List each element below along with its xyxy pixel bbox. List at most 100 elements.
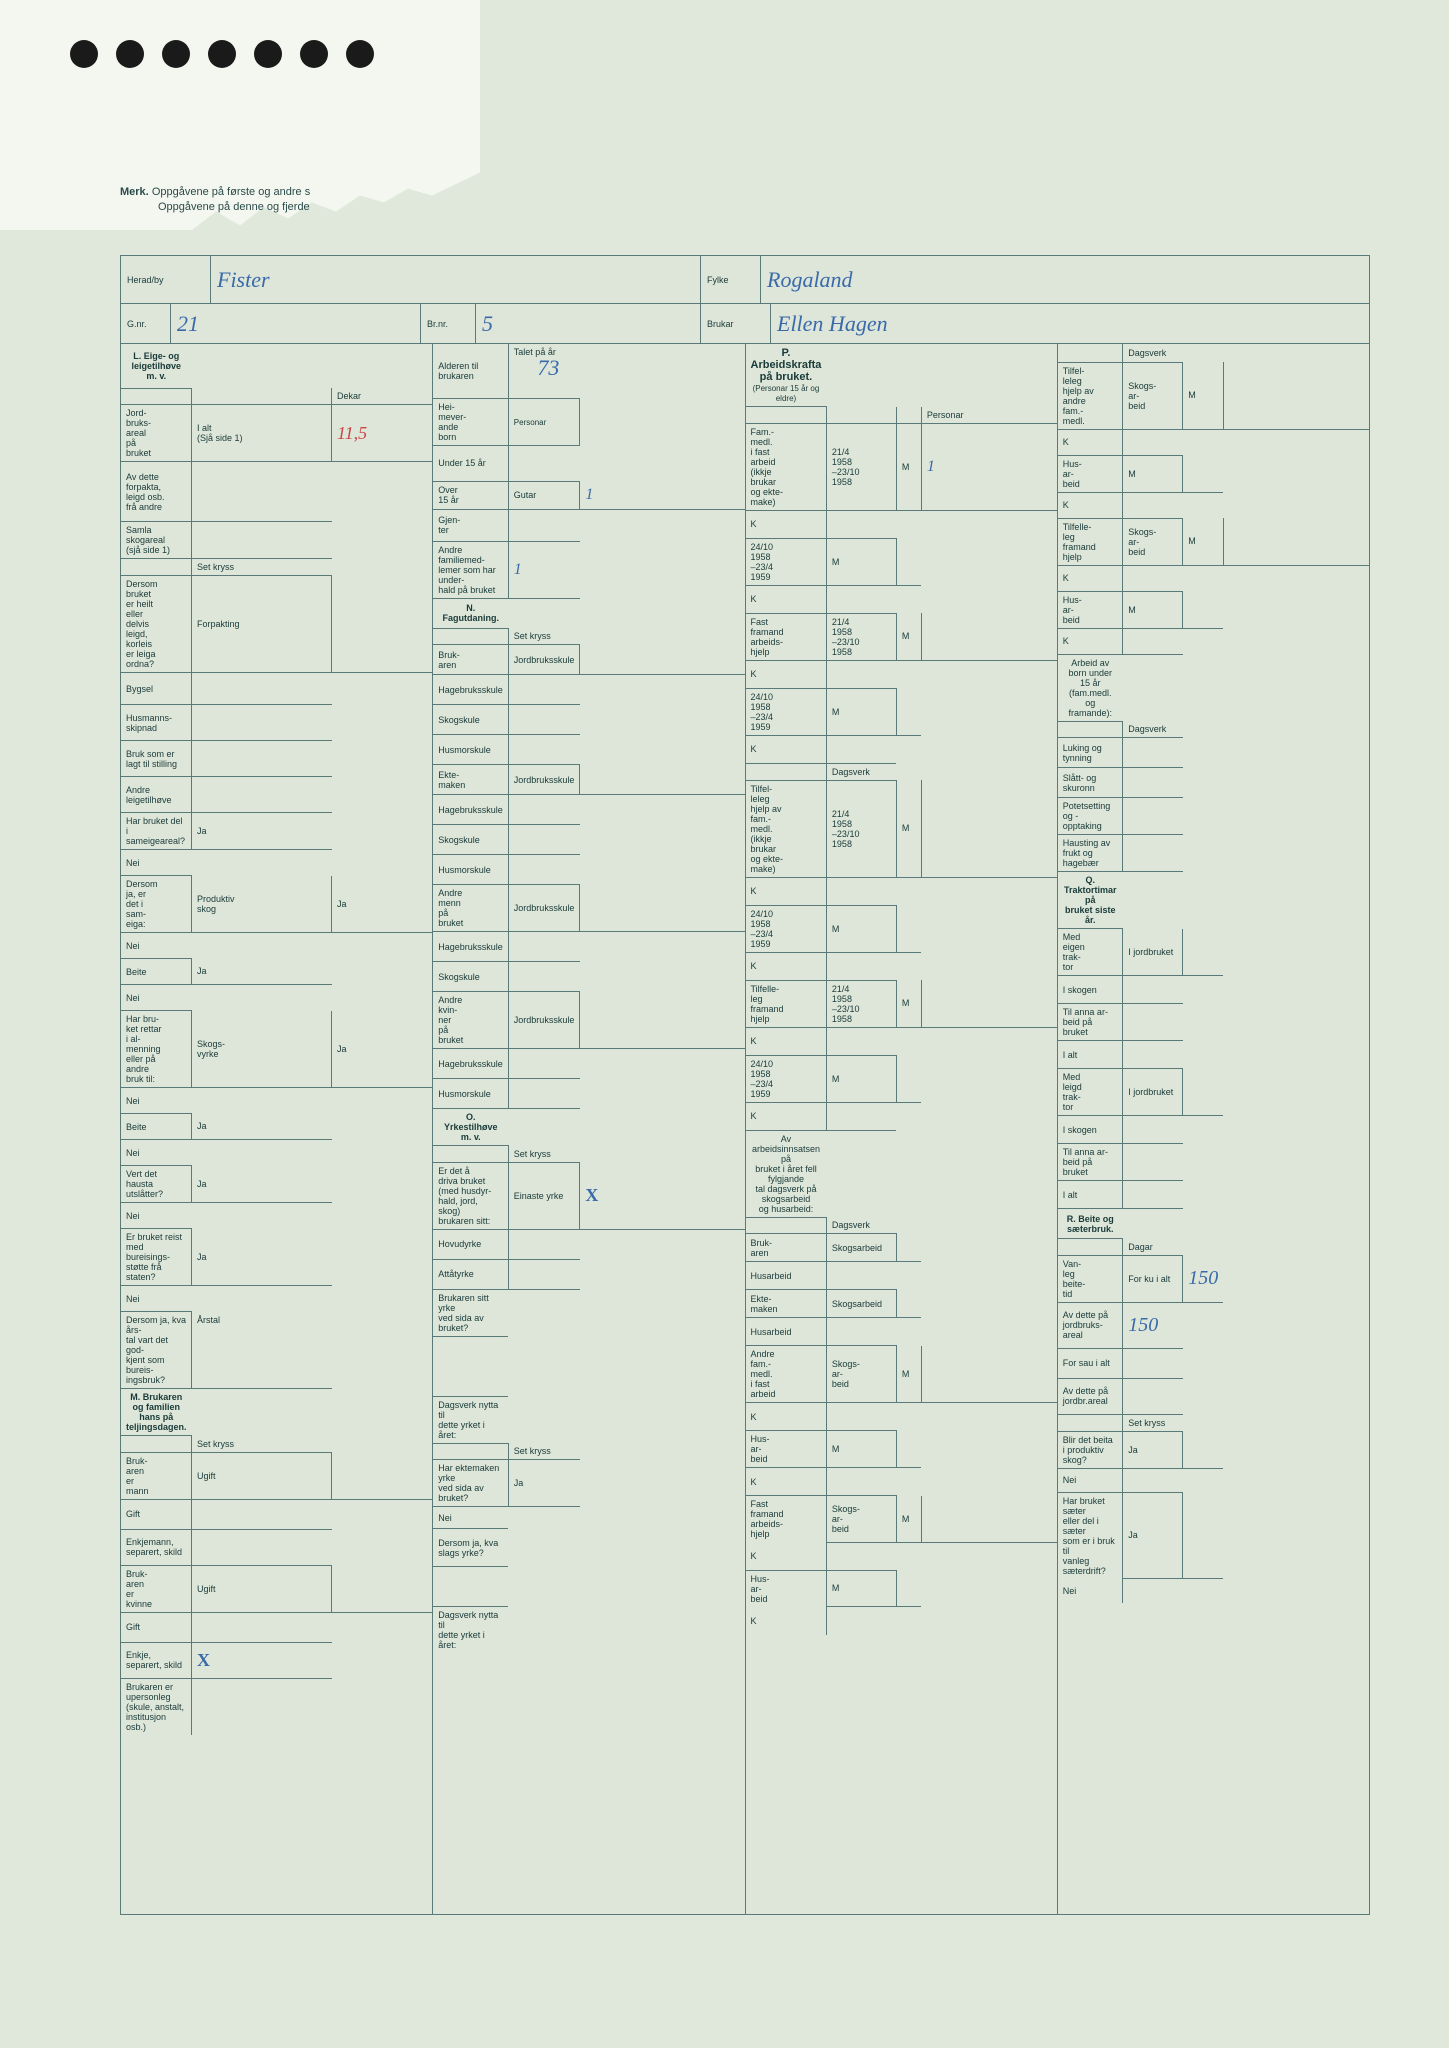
ja-3: Ja <box>192 959 332 985</box>
q-jord1: I jordbruket <box>1123 929 1183 976</box>
setkryss-1: Set kryss <box>192 559 332 576</box>
p-hus1: Husarbeid <box>746 1262 827 1290</box>
n-hage-1: Hagebruksskule <box>433 675 508 705</box>
c4-dagsverk2: Dagsverk <box>1123 721 1183 738</box>
p-fastfr2: Fast framand arbeids- hjelp <box>746 1496 827 1543</box>
L-title: L. Eige- og leigetilhøve m. v. <box>121 344 192 388</box>
c4-slatt: Slått- og skuronn <box>1058 768 1123 798</box>
nei-5: Nei <box>121 1140 192 1166</box>
r-avjordbr: Av dette på jordbr.areal <box>1058 1378 1123 1414</box>
n-hage-4: Hagebruksskule <box>433 1049 508 1079</box>
r-ja1: Ja <box>1123 1431 1183 1468</box>
p-fastframand: Fast framand arbeids- hjelp <box>746 613 827 660</box>
n-ekte: Ekte- maken <box>433 765 508 795</box>
p-m2: M <box>826 538 896 585</box>
c4-dagsverk: Dagsverk <box>1123 344 1183 362</box>
samla-label: Samla skogareal (sjå side 1) <box>121 522 192 559</box>
n-skog-2: Skogskule <box>433 825 508 855</box>
prodskog: Produktiv skog <box>192 876 332 933</box>
c4-k4: K <box>1058 628 1123 654</box>
r-saeter: Har bruket sæter eller del i sæter som e… <box>1058 1492 1123 1579</box>
o-dersomja: Dersom ja, kva slags yrke? <box>433 1529 508 1567</box>
p-d2: 24/10 1958 –23/4 1959 <box>746 538 827 585</box>
p-m11: M <box>896 1496 921 1543</box>
q-ialt1: I alt <box>1058 1041 1123 1069</box>
N-title: N. Fagutdaning. <box>433 598 508 628</box>
enkjem: Enkjemann, separert, skild <box>121 1529 192 1565</box>
r-nei1: Nei <box>1058 1468 1123 1492</box>
c4-potet: Potetsetting og -opptaking <box>1058 798 1123 835</box>
p-andrefam: Andre fam.- medl. i fast arbeid <box>746 1346 827 1403</box>
c4-hausting: Hausting av frukt og hagebær <box>1058 835 1123 872</box>
o-erdet: Er det å driva bruket (med husdyr- hald,… <box>433 1162 508 1229</box>
p-brukaren: Bruk- aren <box>746 1234 827 1262</box>
n-brukaren: Bruk- aren <box>433 645 508 675</box>
p-fammedl: Fam.- medl. i fast arbeid (ikkje brukar … <box>746 423 827 510</box>
r-avjord: Av dette på jordbruks- areal <box>1058 1302 1123 1348</box>
p-m6: M <box>826 905 896 952</box>
Q-title: Q. Traktortimar på bruket siste år. <box>1058 872 1123 929</box>
r-vanleg: Van- leg beite- tid <box>1058 1255 1123 1302</box>
enkjek-val: X <box>197 1650 210 1670</box>
brukmann: Bruk- aren er mann <box>121 1452 192 1499</box>
p-k1: K <box>746 510 827 538</box>
setkryss-o: Set kryss <box>508 1146 580 1163</box>
ja-1: Ja <box>192 813 332 850</box>
p-m9: M <box>896 1346 921 1403</box>
c4-k2: K <box>1058 492 1123 518</box>
ja-6: Ja <box>192 1166 332 1203</box>
o-dagsverk2: Dagsverk nytta til dette yrket i året: <box>433 1607 508 1654</box>
p-k9: K <box>746 1403 827 1431</box>
n-hage-3: Hagebruksskule <box>433 932 508 962</box>
herad-value: Fister <box>217 267 270 293</box>
gnr-value: 21 <box>177 311 199 337</box>
q-leigd: Med leigd trak- tor <box>1058 1069 1123 1116</box>
n-hus-1: Husmorskule <box>433 735 508 765</box>
p-hus3: Hus- ar- beid <box>746 1431 827 1468</box>
o-dagsverk: Dagsverk nytta til dette yrket i året: <box>433 1396 508 1443</box>
p-d1: 21/4 1958 –23/10 1958 <box>826 423 896 510</box>
dekar-label: Dekar <box>332 388 433 405</box>
o-nei: Nei <box>433 1507 508 1529</box>
brnr-value: 5 <box>482 311 493 337</box>
r-nei2: Nei <box>1058 1579 1123 1603</box>
brukar-value: Ellen Hagen <box>777 311 888 337</box>
p-m8: M <box>826 1055 896 1102</box>
ugift-m: Ugift <box>192 1452 332 1499</box>
o-atta: Attåtyrke <box>433 1259 508 1289</box>
c4-skogs2: Skogs- ar- beid <box>1123 518 1183 565</box>
gutar: Gutar <box>508 481 580 509</box>
ja-2: Ja <box>332 876 433 933</box>
n-hus-4: Husmorskule <box>433 1079 508 1109</box>
p-d2b: 24/10 1958 –23/4 1959 <box>746 688 827 735</box>
p-skogs1: Skogsarbeid <box>826 1234 896 1262</box>
gutar-val: 1 <box>585 486 593 503</box>
n-jord-3: Jordbruksskule <box>508 885 580 932</box>
p-hus4: Hus- ar- beid <box>746 1570 827 1607</box>
p-skogs3: Skogs- ar- beid <box>826 1346 896 1403</box>
p-m5: M <box>896 780 921 877</box>
q-ialt2: I alt <box>1058 1181 1123 1209</box>
q-anna2: Til anna ar- beid på bruket <box>1058 1144 1123 1181</box>
q-anna1: Til anna ar- beid på bruket <box>1058 1004 1123 1041</box>
p-d1c: 21/4 1958 –23/10 1958 <box>826 780 896 877</box>
n-jord-1: Jordbruksskule <box>508 645 580 675</box>
p-d2d: 24/10 1958 –23/4 1959 <box>746 1055 827 1102</box>
c4-luking: Luking og tynning <box>1058 738 1123 768</box>
p-k10: K <box>746 1468 827 1496</box>
p-m1: M <box>896 423 921 510</box>
n-hus-2: Husmorskule <box>433 855 508 885</box>
nei-1: Nei <box>121 850 192 876</box>
p-m4: M <box>826 688 896 735</box>
erreist: Er bruket reist med bureisings- støtte f… <box>121 1229 192 1286</box>
p-k6: K <box>746 952 827 980</box>
nei-2: Nei <box>121 933 192 959</box>
merk-note: Merk. Oppgåvene på første og andre s Opp… <box>120 185 310 216</box>
p-k12: K <box>746 1607 827 1635</box>
o-harekte: Har ektemaken yrke ved sida av bruket? <box>433 1460 508 1507</box>
o-einaste-val: X <box>585 1185 598 1205</box>
bruksom: Bruk som er lagt til stilling <box>121 741 192 777</box>
r-avjord-val: 150 <box>1128 1314 1158 1336</box>
q-jord2: I jordbruket <box>1123 1069 1183 1116</box>
P-sub: (Personar 15 år og eldre) <box>753 384 820 403</box>
